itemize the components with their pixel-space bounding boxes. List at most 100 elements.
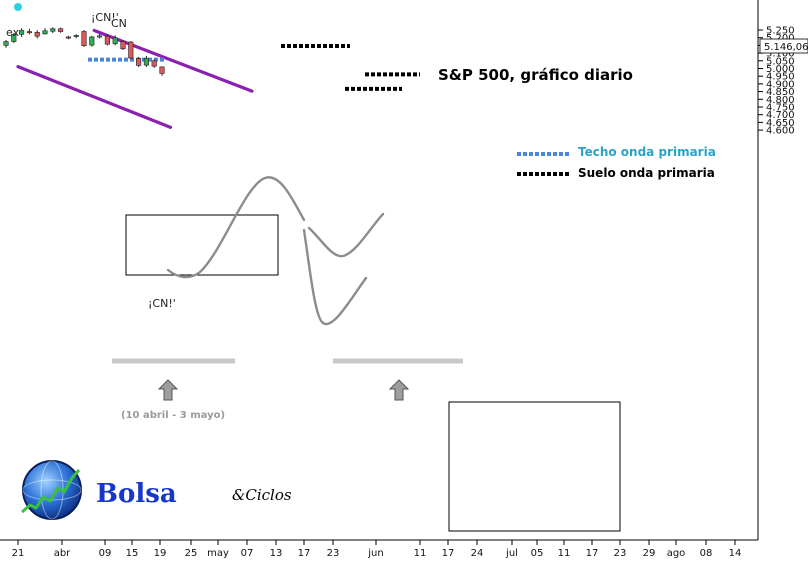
marker-dot [14, 3, 22, 11]
y-tick-label: 4.650 [766, 118, 795, 129]
candle-body [159, 66, 165, 74]
y-tick-label: 4.600 [766, 126, 795, 137]
y-tick-label: 4.750 [766, 103, 795, 114]
candle [143, 55, 149, 67]
wave-levels [88, 44, 420, 91]
trend-line-icon [21, 469, 81, 514]
x-tick-label: 29 [643, 548, 656, 559]
x-tick-label: 17 [442, 548, 455, 559]
x-tick-label: 11 [558, 548, 571, 559]
candle [112, 35, 118, 46]
x-tick-label: 21 [12, 548, 25, 559]
x-tick-label: 05 [531, 548, 544, 559]
candle-body [151, 60, 157, 67]
y-tick-label: 4.700 [766, 110, 795, 121]
x-tick-label: 23 [614, 548, 627, 559]
y-tick-label: 5.100 [766, 49, 795, 60]
x-tick-label: 19 [154, 548, 167, 559]
projection-paths [166, 176, 385, 326]
x-tick-label: 08 [700, 548, 713, 559]
annotation-ex: ex [6, 26, 20, 39]
x-tick-label: abr [54, 548, 71, 559]
y-axis-ticks: 4.6004.6504.7004.7504.8004.8504.9004.950… [758, 26, 795, 137]
candle-body [11, 34, 17, 42]
y-tick-label: 5.000 [766, 64, 795, 75]
x-tick-label: 23 [327, 548, 340, 559]
y-tick-label: 4.800 [766, 95, 795, 106]
candle-body [26, 31, 32, 34]
legend: Techo onda primaria Suelo onda primaria [517, 145, 716, 180]
x-tick-label: 09 [99, 548, 112, 559]
candle [89, 35, 95, 47]
x-tick-label: 07 [241, 548, 254, 559]
candle [42, 28, 48, 35]
trend-channel [16, 28, 254, 129]
x-axis-ticks: 21 abr 09 15 19 25 may 07 13 17 23 jun 11 17 24 jul 05 11… [12, 540, 742, 559]
y-tick-label: 4.900 [766, 79, 795, 90]
projection-path-main [166, 176, 306, 279]
y-tick-label: 5.050 [766, 56, 795, 67]
candle-body [104, 35, 110, 45]
last-price-marker: 5.146,06 [759, 38, 808, 54]
x-tick-label: 25 [185, 548, 198, 559]
x-tick-label: ago [667, 548, 686, 559]
range-label: (10 abril - 3 mayo) [121, 410, 225, 421]
candle [151, 59, 157, 68]
x-tick-label: may [207, 548, 229, 559]
logo-suffix: &Ciclos [232, 486, 292, 504]
up-arrow-icon [157, 379, 179, 401]
target-zone-box [448, 401, 621, 532]
candle [65, 35, 71, 40]
candle [19, 28, 25, 37]
projection-path-lower [302, 228, 368, 326]
candle-body [58, 28, 64, 32]
x-tick-label: 13 [270, 548, 283, 559]
legend-suelo-label: Suelo onda primaria [578, 166, 715, 180]
candle [97, 33, 103, 39]
x-tick-label: 11 [414, 548, 427, 559]
x-tick-label: 17 [586, 548, 599, 559]
globe-icon [22, 460, 82, 520]
last-price-label: 5.146,06 [764, 42, 808, 53]
candle-body [3, 41, 9, 46]
y-tick-label: 5.250 [766, 26, 795, 37]
x-tick-label: 17 [298, 548, 311, 559]
candle [159, 66, 165, 76]
candle-body [89, 36, 95, 46]
candle-body [65, 36, 71, 39]
candle-body [143, 58, 149, 66]
candle-body [112, 37, 118, 44]
y-tick-label: 4.850 [766, 87, 795, 98]
candle-body [136, 58, 142, 66]
candle-body [42, 30, 48, 35]
candle-body [128, 41, 134, 59]
annotation-cn: CN [111, 17, 127, 30]
candle [128, 41, 134, 60]
current-zone-box [125, 214, 279, 276]
candle-body [97, 35, 103, 38]
candle [34, 30, 40, 39]
up-arrow-icon [388, 379, 410, 401]
annotation-cn-bottom: ¡CN!' [148, 297, 176, 310]
candle-body [81, 31, 87, 47]
x-tick-label: 14 [729, 548, 742, 559]
annotation-cn-top: ¡CN!' [91, 11, 119, 24]
candle-body [34, 32, 40, 37]
candle-body [120, 41, 126, 50]
candlestick-series [3, 27, 165, 76]
candle [3, 40, 9, 48]
candle [120, 40, 126, 51]
x-tick-label: jul [505, 548, 518, 559]
projection-path-upper [307, 212, 385, 258]
trend-channel-line-upper [92, 28, 254, 93]
legend-techo-label: Techo onda primaria [578, 145, 716, 159]
candle [81, 30, 87, 47]
x-tick-label: 24 [471, 548, 484, 559]
candle [136, 56, 142, 67]
candle [11, 33, 17, 44]
candle-body [73, 35, 79, 37]
bolsa-ciclos-logo: Bolsa &Ciclos [21, 460, 292, 520]
trend-channel-line-lower [16, 65, 173, 129]
candle [104, 34, 110, 46]
